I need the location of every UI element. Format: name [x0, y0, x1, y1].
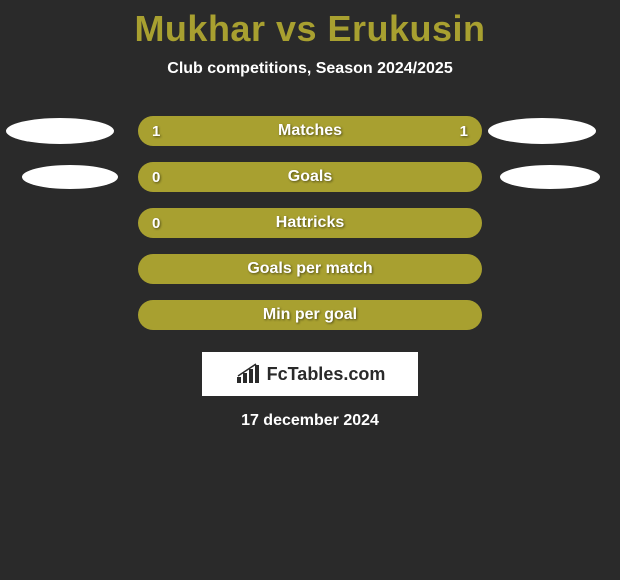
stat-row-matches: 1 Matches 1 [0, 116, 620, 162]
ellipse-right-icon [500, 165, 600, 189]
footer-date: 17 december 2024 [0, 412, 620, 430]
stats-container: 1 Matches 1 0 Goals 0 Hattricks Goals pe… [0, 116, 620, 346]
bar-chart-icon [235, 363, 263, 385]
stat-row-goals-per-match: Goals per match [0, 254, 620, 300]
stat-bar: 0 Hattricks [138, 208, 482, 238]
stat-label: Matches [278, 122, 342, 140]
stat-bar: Goals per match [138, 254, 482, 284]
stat-bar: 1 Matches 1 [138, 116, 482, 146]
stat-value-left: 0 [152, 215, 172, 232]
stat-label: Hattricks [276, 214, 344, 232]
logo-box[interactable]: FcTables.com [202, 352, 418, 396]
stat-row-hattricks: 0 Hattricks [0, 208, 620, 254]
stat-value-left: 0 [152, 169, 172, 186]
stat-bar: Min per goal [138, 300, 482, 330]
ellipse-left-icon [22, 165, 118, 189]
logo-inner: FcTables.com [235, 363, 386, 385]
stat-value-left: 1 [152, 123, 172, 140]
stat-bar: 0 Goals [138, 162, 482, 192]
stat-row-min-per-goal: Min per goal [0, 300, 620, 346]
page-subtitle: Club competitions, Season 2024/2025 [0, 60, 620, 78]
stat-row-goals: 0 Goals [0, 162, 620, 208]
logo-text: FcTables.com [267, 364, 386, 385]
page-title: Mukhar vs Erukusin [0, 0, 620, 50]
stat-value-right: 1 [448, 123, 468, 140]
ellipse-right-icon [488, 118, 596, 144]
stat-label: Min per goal [263, 306, 357, 324]
stat-label: Goals per match [247, 260, 372, 278]
ellipse-left-icon [6, 118, 114, 144]
stat-label: Goals [288, 168, 332, 186]
